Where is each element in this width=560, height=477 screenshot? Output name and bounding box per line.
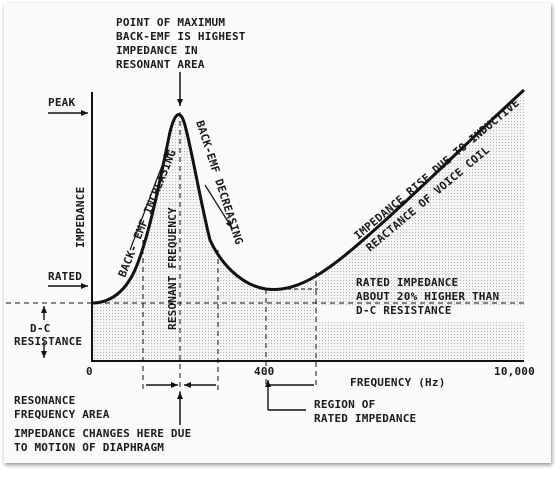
rated-note-line1: RATED IMPEDANCE xyxy=(356,276,458,289)
y-axis-label: IMPEDANCE xyxy=(74,187,87,248)
rated-note-line3: D-C RESISTANCE xyxy=(356,304,452,317)
rated-band xyxy=(318,306,524,322)
peak-label: PEAK xyxy=(48,96,75,109)
max-point-line3: IMPEDANCE IN xyxy=(116,44,198,57)
dc-label-2: RESISTANCE xyxy=(14,335,82,348)
max-point-line2: BACK-EMF IS HIGHEST xyxy=(116,30,246,43)
emf-increasing-arrow xyxy=(129,149,169,251)
diaphragm-line2: TO MOTION OF DIAPHRAGM xyxy=(14,441,164,454)
resonance-area-line2: FREQUENCY AREA xyxy=(14,408,110,421)
emf-decreasing-arrow xyxy=(204,184,233,229)
rated-region-line1: REGION OF xyxy=(314,398,375,411)
dc-label-1: D-C xyxy=(30,322,50,335)
x-tick-10000: 10,000 xyxy=(494,365,535,378)
max-point-line4: RESONANT AREA xyxy=(116,58,205,71)
x-tick-400: 400 xyxy=(254,365,274,378)
max-point-line1: POINT OF MAXIMUM xyxy=(116,16,225,29)
resonance-area-line1: RESONANCE xyxy=(14,394,75,407)
rated-note-line2: ABOUT 20% HIGHER THAN xyxy=(356,290,499,303)
x-tick-0: 0 xyxy=(86,365,93,378)
rated-label: RATED xyxy=(48,270,82,283)
impedance-area-fill xyxy=(92,90,524,360)
diaphragm-line1: IMPEDANCE CHANGES HERE DUE xyxy=(14,427,191,440)
resonant-frequency-label: RESONANT FREQUENCY xyxy=(166,207,179,330)
impedance-curve xyxy=(91,88,526,305)
rated-region-line2: RATED IMPEDANCE xyxy=(314,412,416,425)
x-axis-label: FREQUENCY (Hz) xyxy=(350,376,446,389)
